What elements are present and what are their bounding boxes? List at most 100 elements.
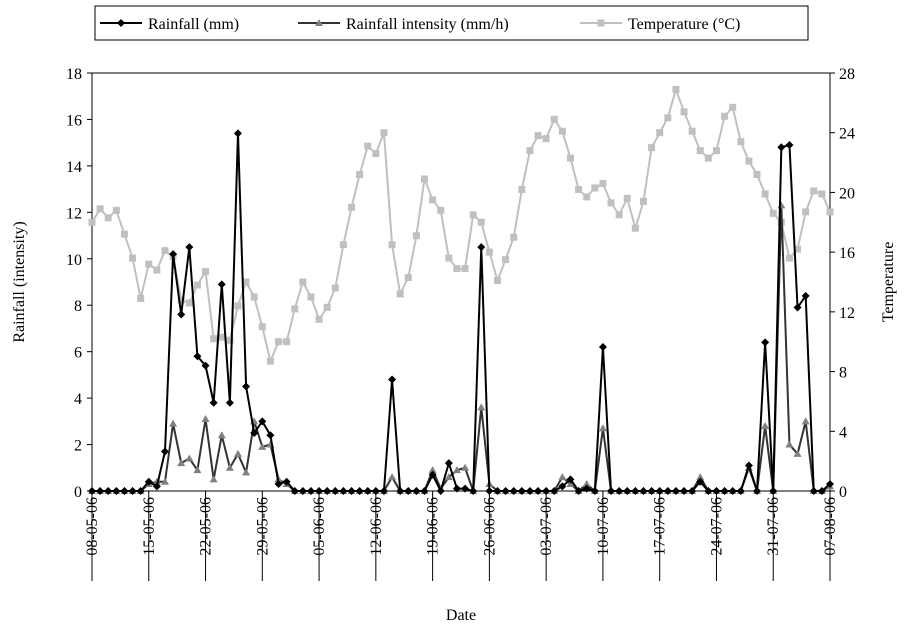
data-point	[469, 211, 477, 219]
y2-tick-label: 4	[839, 424, 847, 441]
data-point	[696, 147, 704, 155]
data-point	[452, 466, 461, 474]
data-point	[461, 484, 470, 493]
data-point	[298, 487, 307, 495]
data-point	[810, 187, 818, 195]
y2-tick-label: 20	[839, 185, 855, 202]
data-point	[299, 278, 307, 286]
data-point	[704, 487, 713, 495]
data-point	[615, 211, 623, 219]
data-point	[331, 284, 339, 292]
data-point	[672, 85, 680, 93]
data-point	[250, 428, 259, 437]
data-point	[826, 208, 834, 216]
data-point	[315, 315, 323, 323]
data-point	[769, 487, 778, 495]
data-point	[153, 266, 161, 274]
x-tick-label: 29-05-06	[254, 497, 271, 556]
data-point	[818, 190, 826, 198]
data-point	[518, 185, 526, 193]
data-point	[510, 233, 518, 241]
y-tick-label: 16	[66, 112, 82, 129]
data-point	[485, 487, 494, 495]
data-point	[550, 115, 558, 123]
data-point	[777, 201, 786, 209]
data-point	[356, 171, 364, 179]
y2-tick-label: 24	[839, 126, 855, 143]
y2-tick-label: 12	[839, 305, 855, 322]
data-point	[615, 487, 624, 495]
data-point	[388, 241, 396, 249]
data-point	[583, 193, 591, 201]
data-point	[445, 254, 453, 262]
data-point	[785, 254, 793, 262]
data-point	[364, 142, 372, 150]
data-point	[688, 487, 697, 495]
data-point	[217, 431, 226, 439]
data-point	[177, 296, 185, 304]
legend-label: Rainfall intensity (mm/h)	[346, 16, 509, 33]
x-tick-label: 07-08-06	[822, 497, 839, 556]
data-point	[558, 127, 566, 135]
data-point	[761, 190, 769, 198]
data-point	[258, 442, 267, 450]
series-line	[92, 205, 831, 493]
data-point	[144, 477, 153, 486]
data-point	[477, 403, 486, 411]
data-point	[745, 157, 753, 165]
data-point	[380, 129, 388, 137]
data-point	[485, 248, 493, 256]
data-point	[671, 487, 680, 495]
x-axis-title: Date	[446, 607, 476, 624]
data-point	[421, 175, 429, 183]
data-point	[696, 473, 705, 481]
data-point	[558, 473, 567, 481]
data-point	[275, 338, 283, 346]
y2-tick-label: 16	[839, 245, 855, 262]
data-point	[801, 417, 810, 425]
data-point	[339, 487, 348, 495]
data-point	[607, 487, 616, 495]
data-point	[96, 487, 105, 495]
data-point	[225, 398, 234, 407]
data-point	[696, 477, 705, 486]
data-point	[517, 487, 526, 495]
data-point	[242, 278, 250, 286]
data-point	[566, 154, 574, 162]
data-point	[104, 214, 112, 222]
data-point	[218, 333, 226, 341]
data-point	[193, 281, 201, 289]
data-point	[437, 206, 445, 214]
data-point	[728, 487, 737, 495]
data-point	[647, 487, 656, 495]
data-point	[210, 335, 218, 343]
data-point	[136, 487, 145, 495]
data-point	[347, 487, 356, 495]
data-point	[185, 243, 194, 252]
x-tick-label: 08-05-06	[84, 497, 101, 556]
data-point	[307, 293, 315, 301]
data-point	[777, 143, 786, 152]
data-point	[429, 196, 437, 204]
data-point	[169, 419, 178, 427]
data-point	[372, 150, 380, 158]
data-point	[721, 112, 729, 120]
data-point	[388, 473, 397, 481]
y-axis-title: Rainfall (intensity)	[11, 221, 28, 342]
data-point	[145, 260, 153, 268]
data-point	[371, 487, 380, 495]
data-point	[161, 247, 169, 255]
data-point	[242, 468, 251, 476]
data-point	[315, 487, 324, 495]
data-point	[558, 482, 567, 491]
data-point	[404, 274, 412, 282]
data-point	[793, 303, 802, 312]
data-point	[591, 184, 599, 192]
data-point	[493, 487, 502, 495]
y-tick-label: 14	[66, 159, 82, 176]
data-point	[412, 232, 420, 240]
data-point	[712, 487, 721, 495]
data-point	[396, 290, 404, 298]
legend-marker	[315, 19, 323, 26]
data-point	[477, 243, 486, 252]
